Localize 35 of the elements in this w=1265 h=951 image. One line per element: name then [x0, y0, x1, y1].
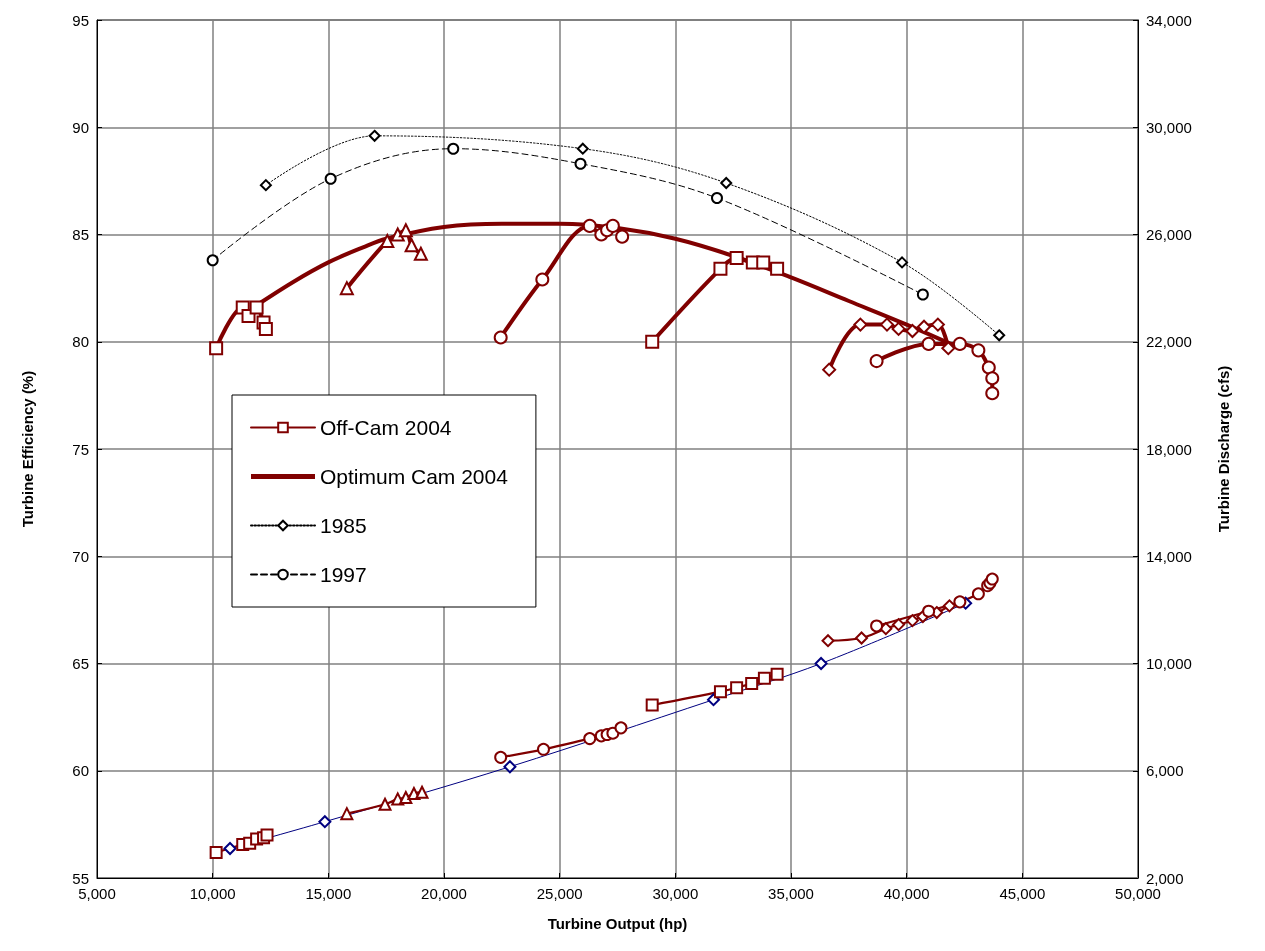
- x-axis-title: Turbine Output (hp): [547, 915, 688, 932]
- y2-tick-label: 6,000: [1146, 762, 1184, 780]
- y2-axis-title: Turbine Discharge (cfs): [1215, 365, 1232, 533]
- y-tick-label: 90: [72, 118, 89, 136]
- x-tick-label: 20,000: [421, 885, 467, 902]
- legend-label: 1997: [320, 563, 367, 586]
- y-axis-title: Turbine Efficiency (%): [19, 370, 36, 528]
- y2-tick-label: 14,000: [1146, 547, 1192, 565]
- y-tick-label: 80: [72, 333, 89, 351]
- y2-tick-label: 2,000: [1146, 869, 1184, 887]
- y-tick-label: 95: [72, 11, 89, 29]
- x-tick-label: 50,000: [1115, 885, 1161, 902]
- x-tick-label: 10,000: [189, 885, 236, 902]
- legend-label: Optimum Cam 2004: [320, 465, 509, 488]
- y-tick-label: 85: [72, 226, 89, 243]
- x-tick-label: 15,000: [305, 885, 352, 902]
- x-tick-label: 30,000: [652, 885, 699, 902]
- y-tick-label: 55: [72, 869, 89, 887]
- y2-tick-label: 22,000: [1146, 333, 1192, 351]
- y2-tick-label: 26,000: [1146, 226, 1192, 243]
- y-tick-label: 60: [72, 762, 89, 780]
- legend-label: Off-Cam 2004: [320, 416, 452, 439]
- y2-tick-label: 30,000: [1146, 118, 1192, 136]
- y2-tick-label: 10,000: [1146, 655, 1192, 672]
- x-tick-label: 5,000: [78, 885, 116, 902]
- y2-tick-label: 34,000: [1146, 11, 1192, 29]
- y-tick-label: 75: [72, 440, 89, 458]
- x-tick-label: 40,000: [883, 885, 930, 902]
- y2-tick-label: 18,000: [1146, 440, 1192, 458]
- y-tick-label: 65: [72, 655, 89, 672]
- y-tick-label: 70: [72, 547, 89, 565]
- legend-label: 1985: [320, 514, 367, 537]
- x-tick-label: 25,000: [536, 885, 583, 902]
- x-tick-label: 45,000: [999, 885, 1046, 902]
- x-tick-label: 35,000: [768, 885, 814, 902]
